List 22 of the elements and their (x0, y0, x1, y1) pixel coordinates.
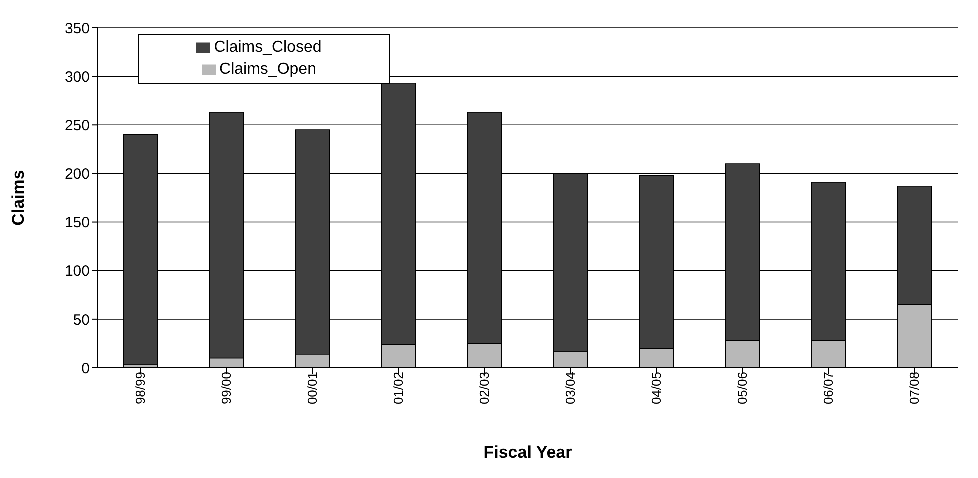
x-tick-label: 06/07 (821, 372, 836, 405)
x-tick-label: 02/03 (477, 372, 492, 405)
y-axis-title: Claims (9, 170, 28, 226)
x-tick-label: 99/00 (219, 372, 234, 405)
y-tick-label: 200 (64, 166, 90, 184)
y-tick-label: 150 (64, 214, 90, 232)
y-tick-label: 50 (73, 312, 90, 329)
y-tick-label: 0 (82, 360, 90, 378)
x-tick-label: 98/99 (133, 372, 148, 405)
x-tick-label: 03/04 (563, 372, 578, 405)
y-tick-label: 250 (64, 117, 90, 134)
x-tick-label: 04/05 (649, 372, 664, 405)
y-tick-label: 100 (64, 263, 90, 280)
y-tick-label: 300 (64, 68, 90, 86)
legend-label: Claims_Closed (214, 39, 322, 56)
legend-label: Claims_Open (220, 61, 316, 78)
x-tick-label: 05/06 (735, 372, 750, 405)
y-tick-label: 350 (64, 20, 90, 38)
x-tick-label: 07/08 (907, 372, 922, 405)
x-tick-label: 00/01 (305, 372, 320, 405)
x-axis-title: Fiscal Year (484, 443, 573, 462)
x-tick-label: 01/02 (391, 372, 406, 405)
